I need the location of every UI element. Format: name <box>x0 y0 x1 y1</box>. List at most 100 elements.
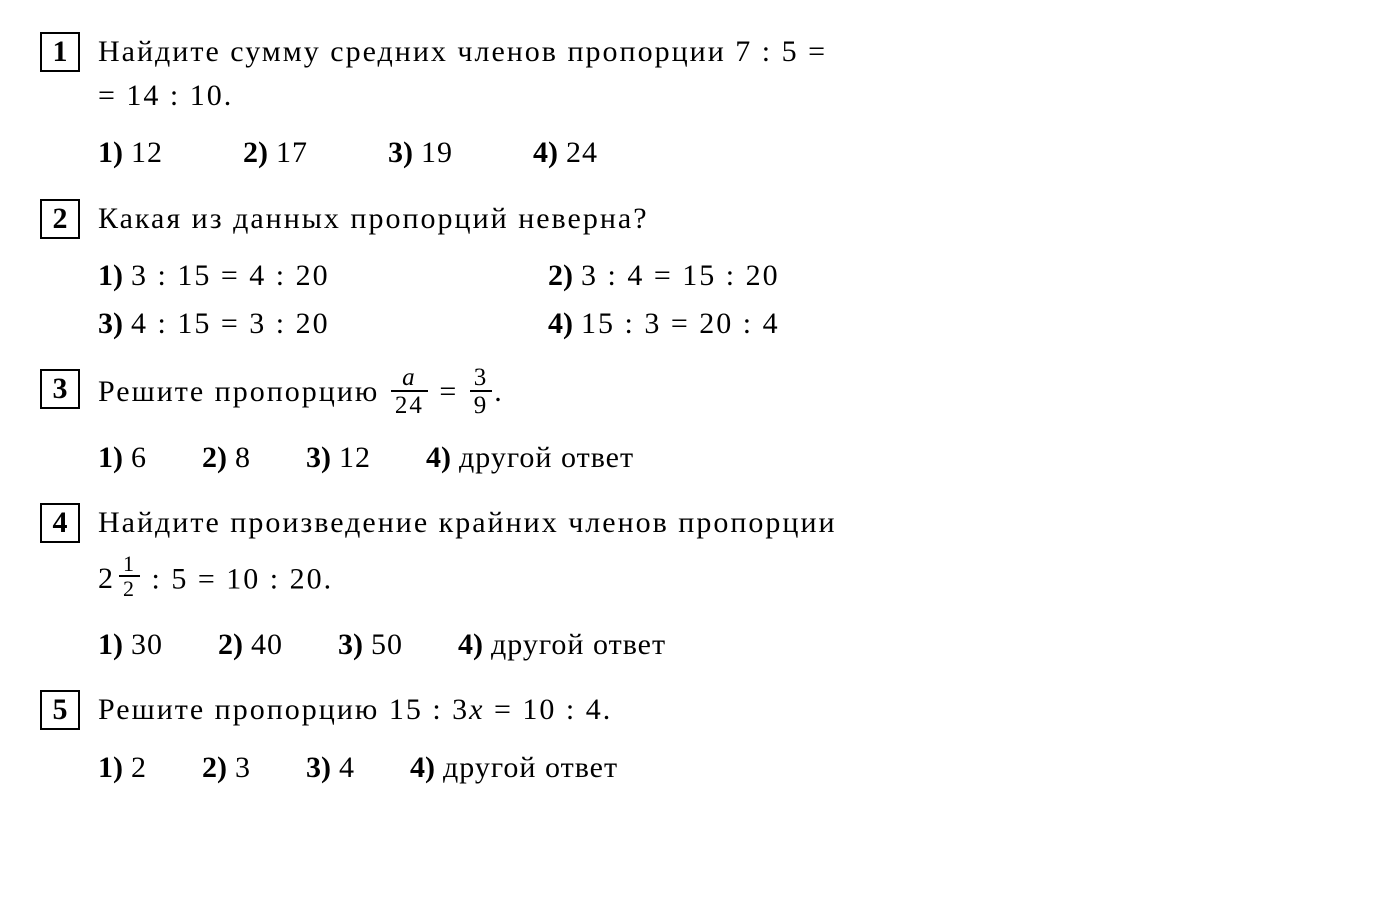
question-text: Найдите сумму средних членов пропорции 7… <box>98 30 1349 117</box>
question-4: 4 Найдите произведение крайних членов пр… <box>40 501 1349 666</box>
option-value: 19 <box>421 131 453 175</box>
option-label: 4) <box>410 746 435 790</box>
option-1: 1) 6 <box>98 436 147 480</box>
question-number: 5 <box>53 693 68 727</box>
numerator: 3 <box>470 365 493 392</box>
option-value: 2 <box>131 746 147 790</box>
question-number-box: 4 <box>40 503 80 543</box>
option-value: 8 <box>235 436 251 480</box>
equals-sign: = <box>439 375 467 408</box>
option-label: 3) <box>98 302 123 346</box>
option-value: 6 <box>131 436 147 480</box>
option-value: 40 <box>251 623 283 667</box>
option-label: 2) <box>202 746 227 790</box>
option-value: 4 : 15 = 3 : 20 <box>131 302 330 346</box>
option-1: 1) 30 <box>98 623 163 667</box>
option-label: 1) <box>98 623 123 667</box>
question-content: Какая из данных пропорций неверна? 1) 3 … <box>98 197 1349 346</box>
question-content: Решите пропорцию 15 : 3x = 10 : 4. 1) 2 … <box>98 688 1349 789</box>
denominator: 9 <box>470 392 493 420</box>
option-label: 2) <box>218 623 243 667</box>
text-prefix: Решите пропорцию <box>98 375 389 408</box>
denominator: 2 <box>119 577 140 601</box>
option-label: 3) <box>338 623 363 667</box>
option-label: 3) <box>388 131 413 175</box>
option-2: 2) 3 <box>202 746 251 790</box>
fraction-a-24: a 24 <box>391 365 428 420</box>
option-label: 2) <box>202 436 227 480</box>
option-value: 50 <box>371 623 403 667</box>
text-prefix: Решите пропорцию 15 : 3 <box>98 693 469 726</box>
question-content: Найдите произведение крайних членов проп… <box>98 501 1349 666</box>
option-4: 4) 15 : 3 = 20 : 4 <box>548 302 998 346</box>
mixed-whole: 2 <box>98 557 115 601</box>
options-row: 1) 6 2) 8 3) 12 4) другой ответ <box>98 436 1349 480</box>
question-text-line1: Найдите произведение крайних членов проп… <box>98 501 1349 545</box>
numerator: 1 <box>119 553 140 577</box>
option-label: 2) <box>548 254 573 298</box>
option-1: 1) 12 <box>98 131 163 175</box>
option-value: 17 <box>276 131 308 175</box>
question-number-box: 5 <box>40 690 80 730</box>
option-label: 3) <box>306 746 331 790</box>
option-4: 4) другой ответ <box>410 746 618 790</box>
question-content: Решите пропорцию a 24 = 3 9 . 1) 6 2) 8 … <box>98 367 1349 479</box>
text-suffix: = 10 : 4. <box>484 693 612 726</box>
text-suffix: . <box>494 375 504 408</box>
question-text-line2: = 14 : 10. <box>98 79 233 112</box>
option-label: 1) <box>98 131 123 175</box>
option-value: 12 <box>339 436 371 480</box>
question-text-line2: 2 1 2 : 5 = 10 : 20. <box>98 555 1349 603</box>
option-4: 4) 24 <box>533 131 598 175</box>
option-value: 30 <box>131 623 163 667</box>
option-3: 3) 50 <box>338 623 403 667</box>
option-label: 4) <box>533 131 558 175</box>
option-3: 3) 19 <box>388 131 453 175</box>
text-rest: : 5 = 10 : 20. <box>142 562 333 595</box>
option-label: 4) <box>458 623 483 667</box>
option-value: другой ответ <box>459 436 634 480</box>
option-2: 2) 40 <box>218 623 283 667</box>
question-number-box: 1 <box>40 32 80 72</box>
option-value: 15 : 3 = 20 : 4 <box>581 302 780 346</box>
options-row: 1) 30 2) 40 3) 50 4) другой ответ <box>98 623 1349 667</box>
option-2: 2) 8 <box>202 436 251 480</box>
question-number: 4 <box>53 506 68 540</box>
option-value: другой ответ <box>491 623 666 667</box>
option-value: 3 : 15 = 4 : 20 <box>131 254 330 298</box>
option-4: 4) другой ответ <box>426 436 634 480</box>
fraction-1-2: 1 2 <box>119 553 140 601</box>
fraction-3-9: 3 9 <box>470 365 493 420</box>
option-label: 4) <box>548 302 573 346</box>
option-1: 1) 2 <box>98 746 147 790</box>
options-grid: 1) 3 : 15 = 4 : 20 2) 3 : 4 = 15 : 20 3)… <box>98 254 998 345</box>
question-number: 1 <box>53 35 68 69</box>
option-2: 2) 3 : 4 = 15 : 20 <box>548 254 998 298</box>
options-row: 1) 12 2) 17 3) 19 4) 24 <box>98 131 1349 175</box>
question-text-line1: Найдите сумму средних членов пропорции 7… <box>98 35 827 68</box>
variable-x: x <box>469 693 484 726</box>
question-number-box: 3 <box>40 369 80 409</box>
question-number-box: 2 <box>40 199 80 239</box>
question-content: Найдите сумму средних членов пропорции 7… <box>98 30 1349 175</box>
option-value: 3 <box>235 746 251 790</box>
question-text: Решите пропорцию a 24 = 3 9 . <box>98 367 1349 422</box>
option-value: другой ответ <box>443 746 618 790</box>
question-text: Найдите произведение крайних членов проп… <box>98 501 1349 603</box>
option-label: 4) <box>426 436 451 480</box>
question-1: 1 Найдите сумму средних членов пропорции… <box>40 30 1349 175</box>
option-label: 2) <box>243 131 268 175</box>
option-value: 24 <box>566 131 598 175</box>
option-2: 2) 17 <box>243 131 308 175</box>
option-3: 3) 12 <box>306 436 371 480</box>
option-4: 4) другой ответ <box>458 623 666 667</box>
question-number: 2 <box>53 202 68 236</box>
option-value: 4 <box>339 746 355 790</box>
question-5: 5 Решите пропорцию 15 : 3x = 10 : 4. 1) … <box>40 688 1349 789</box>
question-3: 3 Решите пропорцию a 24 = 3 9 . 1) 6 2) … <box>40 367 1349 479</box>
option-label: 3) <box>306 436 331 480</box>
question-number: 3 <box>53 372 68 406</box>
option-3: 3) 4 <box>306 746 355 790</box>
numerator: a <box>391 365 428 392</box>
option-label: 1) <box>98 746 123 790</box>
